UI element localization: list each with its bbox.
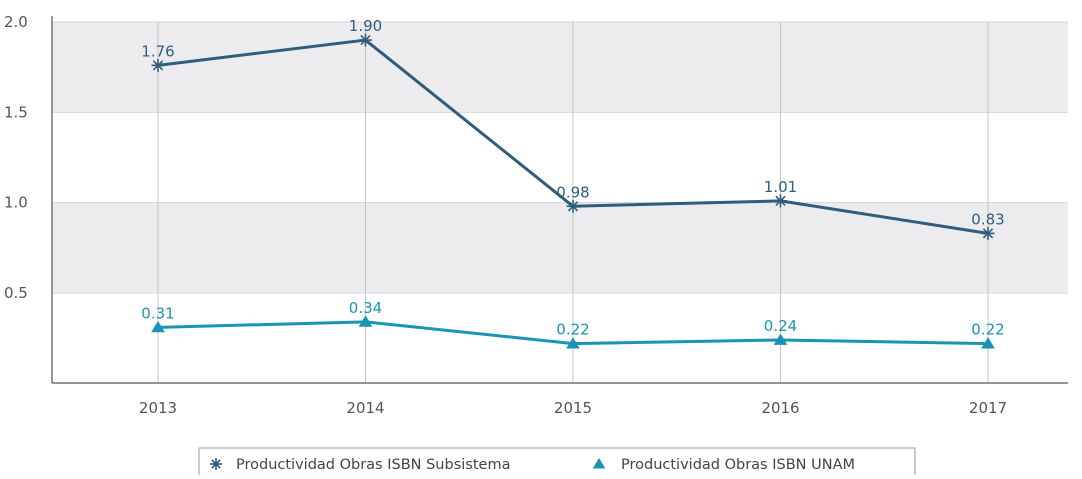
plot-band: [52, 22, 1068, 113]
plot-bands: [52, 22, 1068, 293]
legend-marker-asterisk: [210, 458, 222, 470]
data-label: 1.01: [764, 178, 797, 196]
data-labels: 1.76 1.90 0.98 1.01 0.83 0.31 0.34 0.22 0.24 0.22: [141, 17, 1004, 339]
data-point-marker: [359, 33, 372, 47]
x-tick-label: 2017: [969, 399, 1007, 417]
y-tick-label: 1.5: [4, 103, 28, 121]
legend-entry: Productividad Obras ISBN Subsistema: [210, 457, 510, 473]
x-tick-label: 2014: [346, 399, 384, 417]
data-label: 1.90: [349, 17, 382, 35]
data-point-marker: [566, 199, 580, 213]
x-tick-label: 2016: [761, 399, 799, 417]
y-tick-label: 1.0: [4, 194, 28, 212]
data-point-marker: [566, 337, 580, 349]
data-point-marker: [981, 226, 995, 240]
data-point-marker: [151, 58, 165, 72]
data-point-marker: [151, 320, 165, 333]
x-tick-label: 2015: [554, 399, 592, 417]
legend-label: Productividad Obras ISBN Subsistema: [236, 457, 510, 473]
grid-lines: [52, 21, 1068, 383]
data-label: 1.76: [141, 42, 174, 60]
data-point-marker: [981, 337, 995, 349]
x-tick-label: 2013: [139, 399, 177, 417]
legend-entry: Productividad Obras ISBN UNAM: [592, 457, 855, 473]
y-tick-label: 0.5: [4, 284, 28, 302]
data-point-marker: [774, 194, 787, 208]
data-label: 0.22: [556, 321, 589, 339]
data-label: 0.34: [349, 299, 382, 317]
legend-marker-triangle: [592, 458, 606, 469]
axes: [51, 16, 1068, 384]
data-label: 0.31: [141, 304, 174, 322]
data-point-marker: [773, 333, 788, 345]
series-layer: [151, 33, 995, 349]
data-label: 0.22: [971, 321, 1004, 339]
data-label: 0.24: [764, 317, 797, 335]
data-point-marker: [358, 315, 373, 327]
data-label: 0.83: [971, 210, 1004, 228]
plot-band: [52, 202, 1068, 293]
legend: Productividad Obras ISBN Subsistema Produ…: [198, 447, 916, 477]
y-tick-label: 2.0: [4, 13, 28, 31]
legend-box: [198, 447, 916, 477]
tick-labels: 0.5 1.0 1.5 2.0 2013 2014 2015 2016 2017: [4, 13, 1007, 417]
legend-label: Productividad Obras ISBN UNAM: [621, 457, 855, 473]
data-label: 0.98: [556, 183, 589, 201]
